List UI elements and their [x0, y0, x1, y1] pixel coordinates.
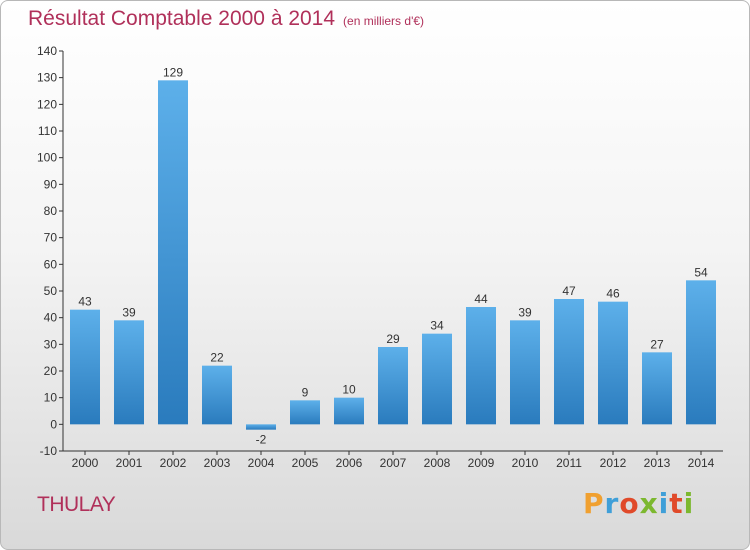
y-tick-label: 20	[44, 364, 58, 378]
y-tick-label: -10	[40, 444, 58, 458]
y-tick-label: 0	[50, 417, 57, 431]
y-tick-label: 50	[44, 284, 58, 298]
bar-2013	[642, 352, 672, 425]
chart-title-text: Résultat Comptable 2000 à 2014	[28, 7, 336, 30]
data-label: 10	[342, 383, 356, 397]
bar-2014	[686, 280, 716, 425]
y-tick-label: 80	[44, 204, 58, 218]
logo-letter: o	[619, 487, 640, 520]
bar-2008	[422, 333, 452, 425]
x-tick-label: 2005	[292, 456, 319, 470]
bar-2012	[598, 301, 628, 425]
y-tick-label: 120	[37, 97, 57, 111]
logo-letter: i	[658, 487, 670, 520]
bar-2011	[554, 299, 584, 425]
data-label: 27	[650, 337, 664, 351]
data-label: 46	[606, 287, 620, 301]
x-tick-label: 2008	[424, 456, 451, 470]
bar-2009	[466, 307, 496, 425]
y-tick-label: 60	[44, 257, 58, 271]
bar-2003	[202, 365, 232, 425]
data-label: 129	[163, 65, 183, 79]
y-tick-label: 70	[44, 231, 58, 245]
data-label: 9	[302, 385, 309, 399]
bar-2000	[70, 309, 100, 425]
x-tick-label: 2013	[644, 456, 671, 470]
commune-name: THULAY	[37, 493, 116, 516]
x-tick-label: 2004	[248, 456, 275, 470]
y-tick-label: 40	[44, 311, 58, 325]
bar-2007	[378, 347, 408, 425]
x-tick-label: 2010	[512, 456, 539, 470]
x-tick-label: 2006	[336, 456, 363, 470]
y-tick-label: 130	[37, 71, 57, 85]
data-label: -2	[256, 433, 267, 447]
data-label: 44	[474, 292, 488, 306]
data-label: 22	[210, 351, 224, 365]
data-label: 43	[78, 295, 92, 309]
y-tick-label: 140	[37, 44, 57, 58]
x-tick-label: 2011	[556, 456, 582, 470]
y-tick-label: 90	[44, 177, 58, 191]
bar-2004	[246, 424, 276, 430]
data-label: 39	[122, 305, 136, 319]
chart-unit: (en milliers d'€)	[343, 14, 425, 28]
data-label: 34	[430, 319, 444, 333]
y-tick-label: 100	[37, 151, 57, 165]
data-label: 47	[562, 284, 576, 298]
x-tick-label: 2001	[116, 456, 143, 470]
logo-letter: x	[639, 487, 659, 520]
chart-title: Résultat Comptable 2000 à 2014 (en millie…	[28, 7, 424, 31]
bar-2010	[510, 320, 540, 425]
x-tick-label: 2002	[160, 456, 187, 470]
x-tick-label: 2007	[380, 456, 407, 470]
x-tick-label: 2009	[468, 456, 495, 470]
bar-2002	[158, 80, 188, 425]
y-tick-label: 10	[44, 391, 58, 405]
x-tick-label: 2000	[72, 456, 99, 470]
y-tick-label: 30	[44, 337, 58, 351]
bar-2005	[290, 400, 320, 425]
data-label: 29	[386, 332, 400, 346]
logo-letter: i	[683, 487, 695, 520]
proxiti-logo: Proxiti	[583, 487, 694, 520]
logo-letter: r	[604, 487, 620, 520]
x-tick-label: 2014	[688, 456, 715, 470]
logo-letter: t	[669, 487, 684, 520]
data-label: 39	[518, 305, 532, 319]
x-tick-label: 2003	[204, 456, 231, 470]
x-tick-label: 2012	[600, 456, 627, 470]
y-tick-label: 110	[38, 124, 57, 138]
logo-letter: P	[583, 487, 605, 520]
bar-2001	[114, 320, 144, 425]
bar-2006	[334, 397, 364, 425]
data-label: 54	[694, 265, 708, 279]
